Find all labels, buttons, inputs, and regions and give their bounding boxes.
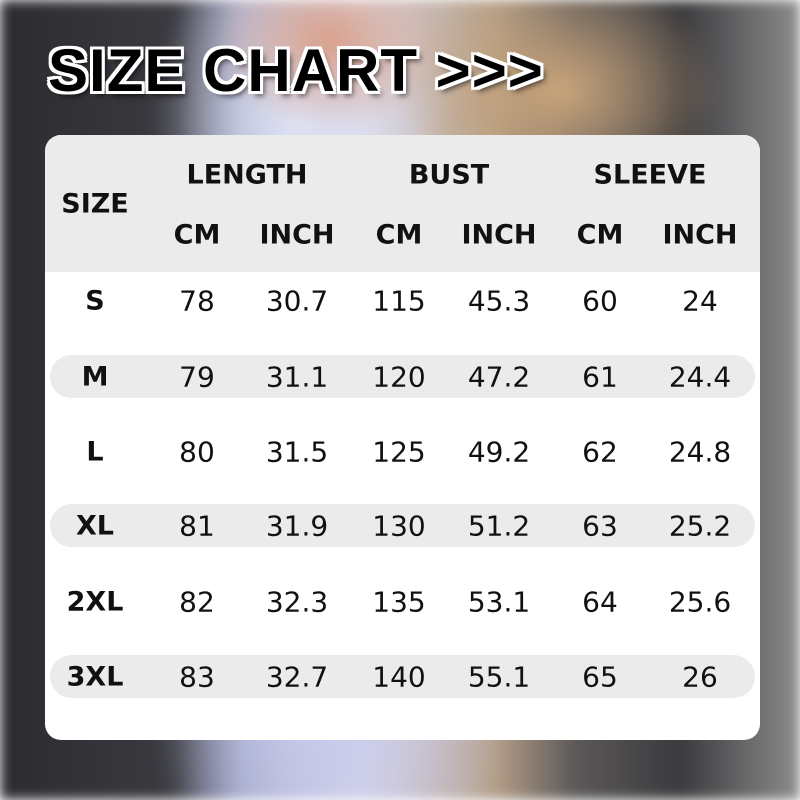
- table-cell: 65: [582, 660, 618, 694]
- size-header: SIZE: [61, 188, 129, 220]
- table-cell: 120: [372, 360, 426, 394]
- table-cell: 30.7: [265, 284, 329, 318]
- table-cell: 83: [179, 660, 215, 694]
- table-cell: 31.1: [265, 360, 329, 394]
- table-header: [45, 135, 760, 272]
- group-header-sleeve: SLEEVE: [593, 159, 707, 191]
- table-cell: 26: [682, 660, 718, 694]
- table-cell: 78: [179, 284, 215, 318]
- table-cell: 32.3: [265, 585, 329, 619]
- table-cell: 125: [372, 435, 426, 469]
- row-stripe: [50, 355, 755, 398]
- row-stripe: [50, 504, 755, 547]
- row-stripe: [50, 655, 755, 698]
- table-cell: 60: [582, 284, 618, 318]
- table-cell: 130: [372, 509, 426, 543]
- table-cell: 64: [582, 585, 618, 619]
- table-cell: 135: [372, 585, 426, 619]
- table-cell: 25.6: [668, 585, 732, 619]
- table-cell: 140: [372, 660, 426, 694]
- unit-header: INCH: [461, 219, 537, 251]
- table-cell: 53.1: [467, 585, 531, 619]
- table-cell: 63: [582, 509, 618, 543]
- table-cell: 24.4: [668, 360, 732, 394]
- table-cell: 82: [179, 585, 215, 619]
- table-cell: 47.2: [467, 360, 531, 394]
- group-header-length: LENGTH: [186, 159, 308, 191]
- table-cell: 115: [372, 284, 426, 318]
- size-label: 2XL: [66, 586, 124, 618]
- size-label: 3XL: [66, 661, 124, 693]
- table-cell: 32.7: [265, 660, 329, 694]
- table-cell: 62: [582, 435, 618, 469]
- size-label: S: [85, 285, 105, 317]
- size-label: XL: [75, 510, 115, 542]
- group-header-bust: BUST: [408, 159, 490, 191]
- table-cell: 51.2: [467, 509, 531, 543]
- table-cell: 80: [179, 435, 215, 469]
- unit-header: INCH: [662, 219, 738, 251]
- size-label: L: [86, 436, 104, 468]
- table-cell: 61: [582, 360, 618, 394]
- table-cell: 31.9: [265, 509, 329, 543]
- unit-header: INCH: [259, 219, 335, 251]
- unit-header: CM: [375, 219, 423, 251]
- unit-header: CM: [173, 219, 221, 251]
- page-title: SIZE CHART >>>: [48, 37, 544, 104]
- table-cell: 24.8: [668, 435, 732, 469]
- unit-header: CM: [576, 219, 624, 251]
- table-cell: 81: [179, 509, 215, 543]
- table-cell: 45.3: [467, 284, 531, 318]
- size-table: SIZE LENGTH BUST SLEEVE CM INCH CM INCH CM INCH S 7…: [45, 135, 760, 740]
- table-cell: 25.2: [668, 509, 732, 543]
- table-cell: 79: [179, 360, 215, 394]
- table-cell: 55.1: [467, 660, 531, 694]
- table-cell: 49.2: [467, 435, 531, 469]
- table-cell: 31.5: [265, 435, 329, 469]
- size-label: M: [81, 361, 109, 393]
- table-cell: 24: [682, 284, 718, 318]
